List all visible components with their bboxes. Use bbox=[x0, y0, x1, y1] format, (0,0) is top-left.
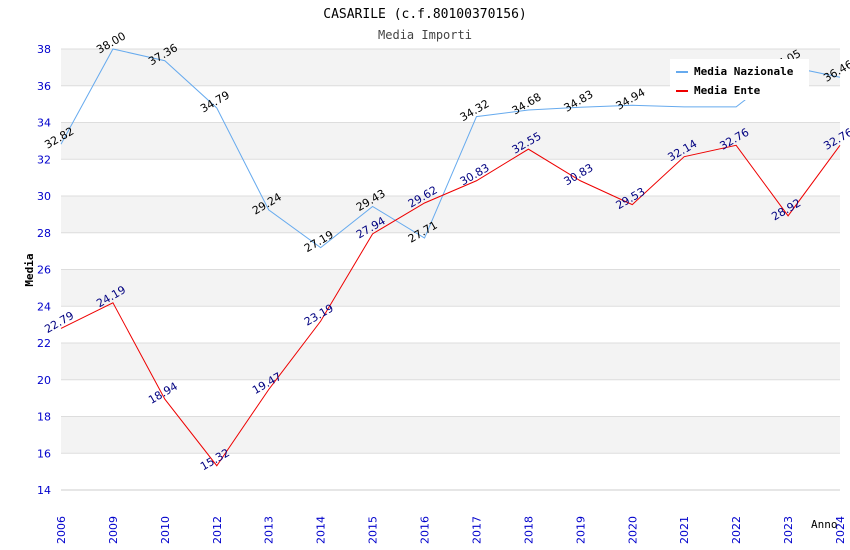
x-tick-label: 2020 bbox=[626, 516, 639, 544]
y-tick-label: 30 bbox=[37, 190, 51, 203]
x-tick-label: 2015 bbox=[367, 516, 380, 544]
legend-background bbox=[670, 59, 809, 100]
y-axis-label: Media bbox=[23, 253, 36, 286]
x-axis-label: Anno bbox=[811, 518, 838, 531]
background-band bbox=[61, 232, 840, 270]
chart-title: CASARILE (c.f.80100370156) bbox=[323, 7, 527, 22]
x-tick-label: 2021 bbox=[678, 516, 691, 544]
y-tick-label: 38 bbox=[37, 43, 51, 56]
y-tick-label: 20 bbox=[37, 374, 51, 387]
series-line-media-ente bbox=[60, 144, 841, 467]
background-band bbox=[61, 453, 840, 490]
y-tick-label: 28 bbox=[37, 227, 51, 240]
x-tick-label: 2009 bbox=[107, 516, 120, 544]
y-tick-label: 22 bbox=[37, 337, 51, 350]
series-lines bbox=[60, 48, 841, 467]
background-band bbox=[61, 379, 840, 417]
x-tick-label: 2023 bbox=[782, 516, 795, 544]
x-tick-label: 2022 bbox=[730, 516, 743, 544]
background-band bbox=[61, 196, 840, 233]
legend: Media Nazionale Media Ente bbox=[670, 59, 809, 100]
x-tick-label: 2013 bbox=[263, 516, 276, 544]
x-tick-label: 2024 bbox=[834, 516, 847, 544]
x-tick-label: 2012 bbox=[211, 516, 224, 544]
plot-background-bands bbox=[61, 49, 840, 490]
background-band bbox=[61, 122, 840, 160]
background-band bbox=[61, 306, 840, 343]
y-tick-label: 26 bbox=[37, 264, 51, 277]
series-line-media-nazionale bbox=[60, 48, 841, 249]
y-tick-label: 34 bbox=[37, 117, 51, 130]
y-tick-label: 36 bbox=[37, 80, 51, 93]
x-tick-label: 2010 bbox=[159, 516, 172, 544]
background-band bbox=[61, 269, 840, 307]
y-tick-label: 18 bbox=[37, 411, 51, 424]
x-tick-label: 2017 bbox=[470, 516, 483, 544]
background-band bbox=[61, 343, 840, 380]
background-band bbox=[61, 416, 840, 454]
y-axis-ticks: 14 16 18 20 22 24 26 28 30 32 34 36 38 bbox=[37, 43, 51, 497]
y-tick-label: 16 bbox=[37, 447, 51, 460]
legend-label-media-nazionale: Media Nazionale bbox=[694, 65, 794, 78]
y-tick-label: 14 bbox=[37, 484, 51, 497]
x-tick-label: 2006 bbox=[55, 516, 68, 544]
y-tick-label: 32 bbox=[37, 153, 51, 166]
x-axis-ticks: 2006 2009 2010 2012 2013 2014 2015 2016 2017 2018… bbox=[55, 516, 847, 544]
x-tick-label: 2018 bbox=[522, 516, 535, 544]
y-tick-label: 24 bbox=[37, 300, 51, 313]
x-tick-label: 2014 bbox=[315, 516, 328, 544]
legend-label-media-ente: Media Ente bbox=[694, 84, 761, 97]
chart-subtitle: Media Importi bbox=[378, 28, 472, 42]
x-tick-label: 2019 bbox=[574, 516, 587, 544]
x-tick-label: 2016 bbox=[419, 516, 432, 544]
